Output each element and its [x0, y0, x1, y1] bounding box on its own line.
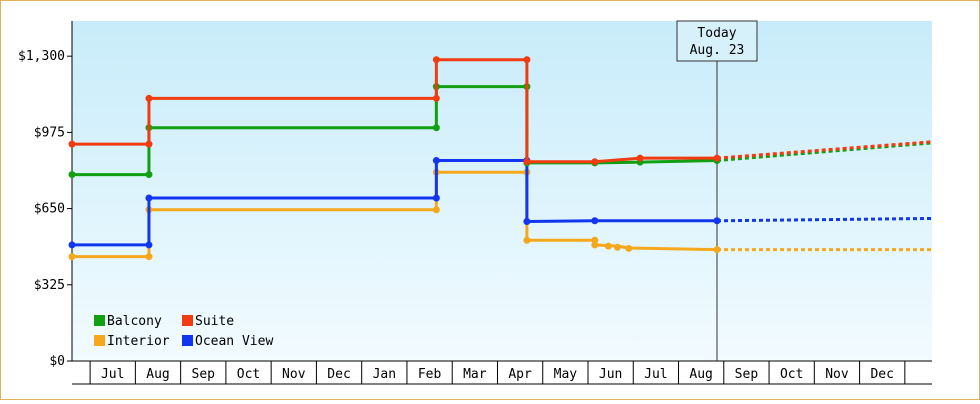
x-axis: Jul Aug Sep Oct Nov Dec Jan Feb Mar Apr May Jun Jul A…	[72, 360, 932, 385]
data-point	[591, 217, 599, 225]
series-lines	[68, 56, 933, 261]
today-date: Aug. 23	[690, 43, 745, 58]
today-marker: Today Aug. 23	[676, 20, 758, 361]
x-tick-label: Mar	[463, 367, 487, 382]
series-line-balcony	[72, 85, 718, 177]
legend-swatch	[182, 315, 193, 326]
x-tick-label: Dec	[870, 367, 893, 382]
x-tick-label: Nov	[825, 367, 849, 382]
data-point	[68, 171, 76, 179]
data-point	[523, 217, 531, 225]
data-point	[591, 158, 599, 166]
x-tick-label: Apr	[508, 367, 532, 382]
data-point	[432, 157, 440, 165]
x-tick-label: Aug	[689, 367, 712, 382]
data-point	[713, 154, 721, 162]
x-tick-label: Jul	[644, 367, 667, 382]
x-tick-label: Sep	[735, 367, 759, 382]
forecast-line-balcony	[716, 141, 933, 163]
plot-area	[72, 21, 932, 361]
x-tick-label: Aug	[146, 367, 169, 382]
y-tick-label: $325	[34, 278, 65, 293]
data-point	[713, 217, 721, 225]
forecast-line-suite	[716, 140, 933, 160]
x-tick-label: Oct	[780, 367, 803, 382]
y-tick-label: $1,300	[18, 49, 65, 64]
x-tick-label: Sep	[192, 367, 216, 382]
legend-label: Suite	[195, 314, 234, 329]
x-tick-label: Jun	[599, 367, 622, 382]
data-point	[625, 244, 633, 252]
today-label: Today	[697, 26, 736, 41]
x-tick-label: Oct	[237, 367, 260, 382]
x-tick-label: Jan	[373, 367, 396, 382]
data-point	[591, 241, 599, 249]
data-point	[68, 241, 76, 249]
legend-swatch	[182, 335, 193, 346]
data-point	[636, 154, 644, 162]
data-point	[432, 194, 440, 202]
legend-swatch	[94, 315, 105, 326]
series-line-suite	[72, 58, 717, 164]
y-tick-label: $0	[49, 354, 65, 369]
data-point	[432, 94, 440, 102]
x-tick-label: Dec	[327, 367, 350, 382]
data-point	[432, 56, 440, 64]
data-point	[68, 253, 76, 261]
x-tick-label: May	[554, 367, 578, 382]
data-point	[145, 140, 153, 148]
data-point	[432, 206, 440, 214]
legend-label: Ocean View	[195, 334, 273, 349]
data-point	[145, 194, 153, 202]
data-point	[145, 241, 153, 249]
today-box	[676, 20, 758, 62]
series-suite	[68, 56, 933, 166]
data-point	[68, 140, 76, 148]
x-tick-label: Nov	[282, 367, 306, 382]
legend: Balcony Suite Interior Ocean View	[94, 314, 273, 349]
data-point	[613, 243, 621, 251]
data-point	[713, 246, 721, 254]
legend-label: Balcony	[107, 314, 162, 329]
forecast-line-ocean-view	[716, 216, 933, 223]
data-point	[604, 242, 612, 250]
legend-swatch	[94, 335, 105, 346]
legend-label: Interior	[107, 334, 170, 349]
y-tick-label: $650	[34, 202, 65, 217]
data-point	[145, 171, 153, 179]
data-point	[523, 158, 531, 166]
y-axis: $0 $325 $650 $975 $1,300	[18, 21, 73, 369]
data-point	[432, 124, 440, 132]
y-tick-label: $975	[34, 125, 65, 140]
data-point	[145, 94, 153, 102]
x-tick-label: Jul	[101, 367, 124, 382]
x-tick-label: Feb	[418, 367, 442, 382]
data-point	[523, 56, 531, 64]
data-point	[145, 253, 153, 261]
data-point	[523, 236, 531, 244]
